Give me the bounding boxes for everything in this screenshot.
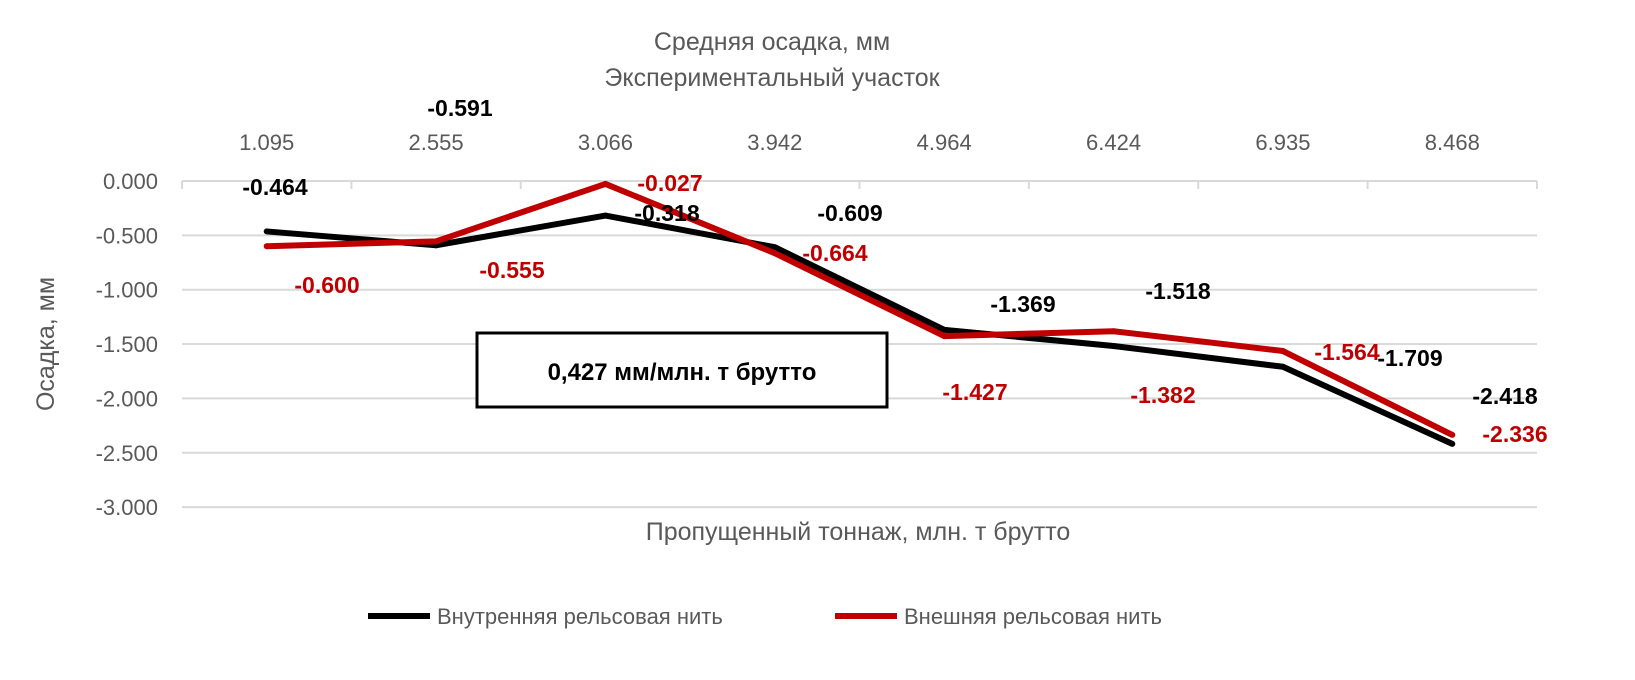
data-point <box>771 244 778 251</box>
legend: Внутренняя рельсовая нить Внешняя рельсо… <box>368 604 1162 629</box>
x-tick-label: 1.095 <box>239 130 294 155</box>
annotation-box <box>475 331 889 409</box>
series-line-1 <box>266 180 1454 438</box>
y-tick-label: 0.000 <box>103 169 158 194</box>
data-label: -1.427 <box>942 379 1007 405</box>
data-point <box>941 333 948 340</box>
data-point <box>263 228 270 235</box>
data-point <box>433 238 440 245</box>
chart-title: Средняя осадка, мм <box>654 28 890 56</box>
data-point <box>1110 328 1117 335</box>
data-label: -1.709 <box>1377 345 1442 371</box>
annotation-text: 0,427 мм/млн. т брутто <box>548 359 817 386</box>
x-tick-label: 6.935 <box>1255 130 1310 155</box>
y-tick-label: -3.000 <box>96 495 158 520</box>
chart-subtitle: Экспериментальный участок <box>604 64 940 92</box>
y-tick-label: -1.000 <box>96 278 158 303</box>
x-tick-label: 8.468 <box>1425 130 1480 155</box>
legend-label-inner: Внутренняя рельсовая нить <box>437 604 723 629</box>
series-line-0 <box>266 212 1454 447</box>
data-label: -0.027 <box>637 170 702 196</box>
y-tick-label: -0.500 <box>96 223 158 248</box>
data-label: -1.369 <box>990 291 1055 317</box>
y-tick-label: -1.500 <box>96 332 158 357</box>
data-point <box>602 212 609 219</box>
data-label: -1.382 <box>1130 382 1195 408</box>
x-axis-title: Пропущенный тоннаж, млн. т брутто <box>646 518 1071 546</box>
data-label: -0.609 <box>817 200 882 226</box>
data-point <box>1279 363 1286 370</box>
data-label: -2.418 <box>1472 383 1537 409</box>
data-label: -0.318 <box>634 200 699 226</box>
x-tick-label: 6.424 <box>1086 130 1141 155</box>
data-point <box>1279 348 1286 355</box>
y-tick-label: -2.000 <box>96 386 158 411</box>
data-point <box>602 180 609 187</box>
data-point <box>263 243 270 250</box>
data-label: -0.664 <box>802 240 867 266</box>
legend-label-outer: Внешняя рельсовая нить <box>904 604 1162 629</box>
y-tick-label: -2.500 <box>96 441 158 466</box>
x-tick-label: 4.964 <box>917 130 972 155</box>
data-point <box>771 250 778 257</box>
data-label: -2.336 <box>1482 421 1547 447</box>
data-point <box>1110 343 1117 350</box>
data-point <box>941 326 948 333</box>
data-label: -1.518 <box>1145 278 1210 304</box>
x-tick-label: 3.942 <box>747 130 802 155</box>
y-axis-title: Осадка, мм <box>32 277 60 411</box>
x-tick-label: 2.555 <box>409 130 464 155</box>
data-label: -0.464 <box>242 174 307 200</box>
data-label: -0.591 <box>427 95 492 121</box>
data-point <box>1449 431 1456 438</box>
data-label: -1.564 <box>1314 339 1379 365</box>
x-tick-label: 3.066 <box>578 130 633 155</box>
data-label: -0.555 <box>479 257 544 283</box>
data-label: -0.600 <box>294 272 359 298</box>
data-point <box>1449 440 1456 447</box>
